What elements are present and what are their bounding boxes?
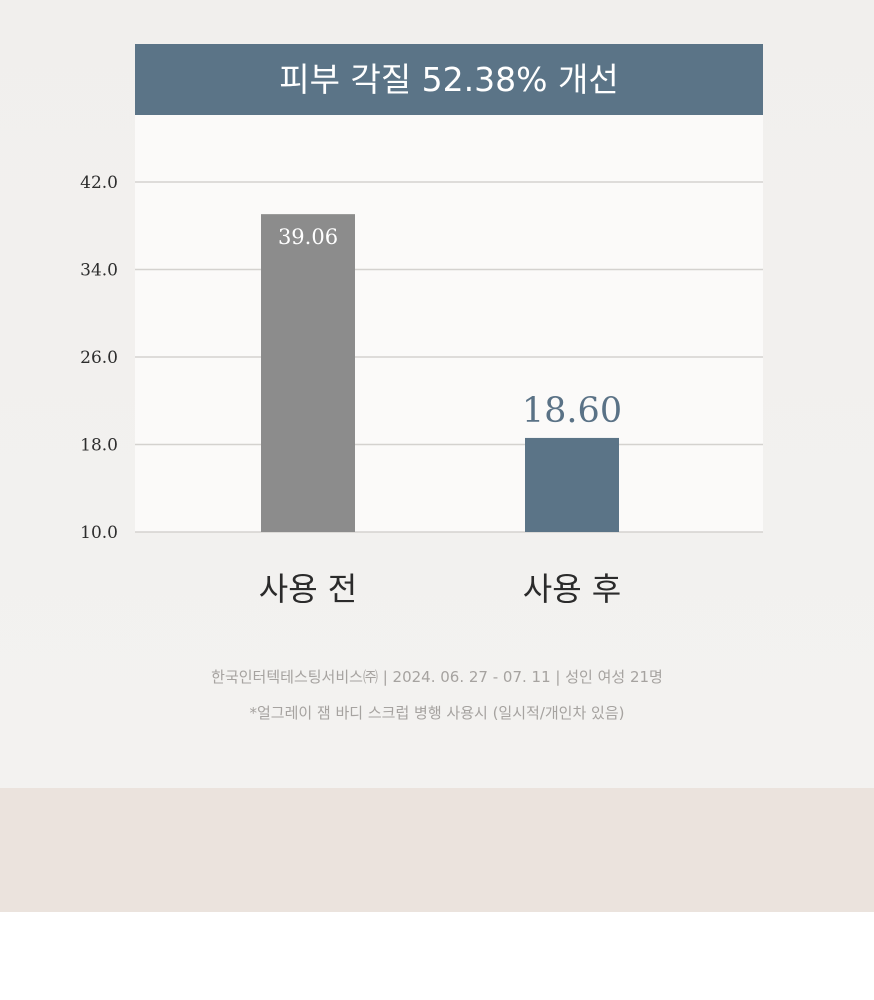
- x-category-label: 사용 전: [259, 570, 358, 608]
- x-category-label: 사용 후: [523, 570, 622, 608]
- background-footer: [0, 912, 874, 1000]
- y-tick-label: 18.0: [80, 436, 118, 456]
- source-note: 한국인터텍테스팅서비스㈜ | 2024. 06. 27 - 07. 11 | 성…: [211, 668, 663, 686]
- bar-chart: 피부 각질 52.38% 개선 42.0 34.0 26.0 18.0 10.0 39.…: [80, 44, 763, 608]
- y-tick-label: 26.0: [80, 348, 118, 368]
- bar-after: [525, 437, 619, 532]
- y-tick-label: 34.0: [80, 261, 118, 281]
- plot-area: [135, 115, 763, 532]
- background-band: [0, 788, 874, 912]
- chart-title: 피부 각질 52.38% 개선: [279, 60, 618, 99]
- chart-title-banner: [135, 44, 763, 115]
- y-tick-label: 42.0: [80, 173, 118, 193]
- bar-before: [261, 214, 355, 532]
- data-label: 18.60: [522, 391, 622, 431]
- y-tick-label: 10.0: [80, 523, 118, 543]
- footnote: *얼그레이 잼 바디 스크럽 병행 사용시 (일시적/개인차 있음): [249, 704, 625, 722]
- data-label: 39.06: [278, 225, 338, 249]
